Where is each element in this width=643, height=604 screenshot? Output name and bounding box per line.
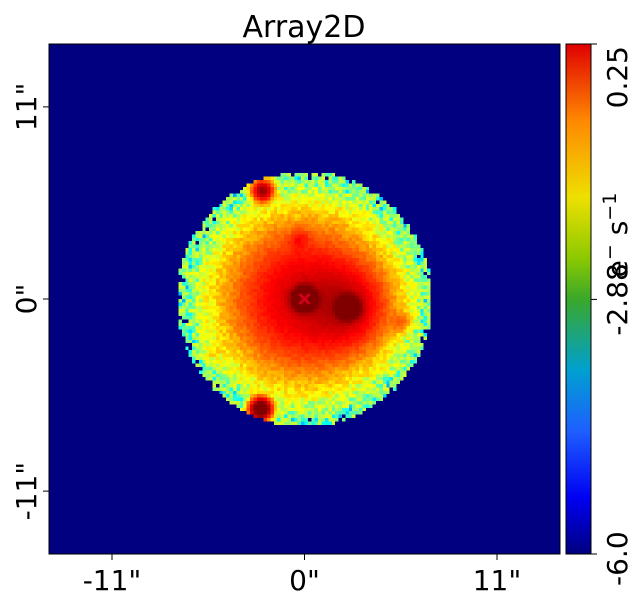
colorbar-ticks: 0.25 -2.88 -6.0 xyxy=(591,43,634,586)
x-tick-label: -11" xyxy=(83,564,142,597)
y-tick-label: 11" xyxy=(10,83,43,132)
marker-stroke xyxy=(299,293,310,305)
colorbar-tick-label: -2.88 xyxy=(601,263,634,335)
y-axis: 11" 0" -11" xyxy=(10,83,49,521)
chart-title: Array2D xyxy=(243,10,366,45)
colorbar-tick-label: -6.0 xyxy=(601,531,634,586)
colorbar-bar xyxy=(565,43,592,555)
x-tick-label: 0" xyxy=(289,564,320,597)
x-tick-label: 11" xyxy=(473,564,522,597)
colorbar: 0.25 -2.88 -6.0 e− s−1 xyxy=(565,43,634,586)
y-tick-label: 0" xyxy=(10,284,43,315)
x-axis: -11" 0" 11" xyxy=(83,554,522,597)
colorbar-label: e− s−1 xyxy=(599,193,634,278)
y-tick-label: -11" xyxy=(10,462,43,521)
colorbar-tick-label: 0.25 xyxy=(601,46,634,108)
center-marker xyxy=(299,293,310,305)
